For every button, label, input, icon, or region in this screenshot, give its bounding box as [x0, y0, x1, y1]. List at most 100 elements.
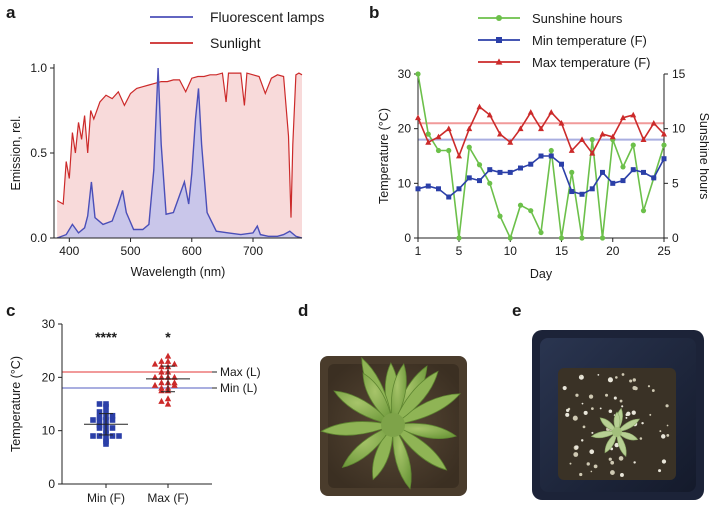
data-point: [538, 153, 544, 159]
perlite-speck: [575, 393, 579, 397]
leaf: [616, 431, 639, 441]
perlite-speck: [590, 407, 594, 411]
data-point: [609, 133, 616, 140]
data-point: [164, 395, 172, 402]
data-point: [487, 167, 493, 173]
perlite-speck: [582, 425, 586, 429]
perlite-speck: [665, 404, 669, 408]
data-point: [415, 71, 421, 77]
data-point: [497, 130, 503, 137]
data-point: [415, 114, 421, 121]
data-point: [158, 384, 165, 391]
data-point: [569, 169, 575, 175]
y-tick-label: 10: [42, 424, 56, 438]
perlite-speck: [659, 430, 662, 433]
data-point: [435, 147, 442, 154]
fluorescent-line: [56, 67, 303, 239]
perlite-speck: [599, 407, 602, 410]
perlite-speck: [597, 373, 600, 376]
data-point: [425, 139, 432, 145]
perlite-speck: [631, 410, 636, 415]
data-point: [425, 183, 431, 189]
perlite-speck: [583, 410, 588, 415]
perlite-speck: [579, 374, 582, 377]
data-point: [415, 186, 421, 192]
data-point: [90, 417, 96, 423]
perlite-speck: [632, 378, 637, 382]
data-point: [436, 186, 441, 192]
data-point: [651, 175, 657, 181]
data-point: [599, 235, 606, 241]
data-point: [446, 194, 452, 200]
data-point: [446, 147, 452, 154]
leaf: [590, 430, 618, 439]
data-point: [569, 189, 575, 195]
data-point: [456, 235, 462, 241]
perlite-speck: [569, 462, 572, 465]
data-point: [528, 208, 534, 214]
leaf: [616, 418, 641, 433]
data-point: [579, 235, 585, 241]
perlite-speck: [579, 472, 583, 477]
data-point: [103, 401, 109, 407]
panel-a-chart: 400 500 600 700 0.0 0.5 1.0 Wavelength (nm) Emis…: [9, 9, 324, 279]
leaf: [341, 424, 394, 469]
perlite-speck: [666, 433, 670, 437]
reference-label: Max (L): [220, 365, 261, 379]
leaf: [604, 431, 618, 454]
leaf: [333, 390, 395, 426]
data-point: [630, 111, 637, 118]
data-point: [517, 125, 524, 132]
legend-marker-0: [496, 15, 502, 21]
data-point: [456, 186, 462, 192]
perlite-speck: [593, 464, 598, 469]
data-point: [109, 412, 116, 419]
data-point: [620, 114, 626, 121]
data-point: [661, 130, 667, 137]
legend-label-fluorescent: Fluorescent lamps: [210, 9, 324, 25]
leaf: [391, 423, 457, 439]
perlite-speck: [588, 394, 594, 399]
legend-label-0: Sunshine hours: [532, 11, 623, 26]
data-point: [116, 433, 122, 439]
leaf: [392, 423, 412, 490]
data-point: [589, 150, 596, 156]
perlite-speck: [572, 415, 578, 421]
data-point: [96, 414, 103, 421]
perlite-speck: [586, 462, 590, 466]
x-tick-label: 600: [182, 244, 202, 258]
data-point: [548, 153, 554, 159]
x-category-label: Min (F): [87, 491, 125, 505]
legend-label-1: Min temperature (F): [532, 33, 647, 48]
x-axis-label: Day: [530, 267, 553, 281]
data-point: [641, 169, 646, 175]
data-point: [158, 397, 165, 404]
data-point: [630, 142, 636, 148]
data-point: [518, 165, 523, 171]
perlite-speck: [647, 385, 651, 388]
significance-label: ****: [95, 329, 117, 345]
perlite-speck: [651, 389, 655, 392]
y2-tick-label: 0: [672, 231, 679, 245]
data-point: [109, 417, 116, 423]
data-point: [630, 167, 636, 173]
data-point: [517, 202, 524, 208]
perlite-speck: [658, 469, 662, 473]
x-tick-label: 20: [606, 244, 620, 258]
y-tick-label: 20: [398, 122, 412, 136]
series-line-2: [417, 105, 665, 159]
data-point: [568, 147, 575, 153]
data-point: [96, 433, 103, 439]
data-point: [164, 352, 172, 359]
perlite-speck: [649, 413, 652, 416]
data-point: [486, 111, 493, 118]
y2-axis-label: Sunshine hours: [697, 113, 709, 200]
data-point: [103, 409, 109, 415]
leaf: [391, 424, 448, 471]
data-point: [528, 161, 534, 167]
y-tick-label: 20: [42, 370, 56, 384]
data-point: [466, 125, 473, 132]
data-point: [90, 433, 96, 439]
perlite-speck: [632, 386, 637, 391]
y-tick-label: 0: [48, 477, 55, 491]
